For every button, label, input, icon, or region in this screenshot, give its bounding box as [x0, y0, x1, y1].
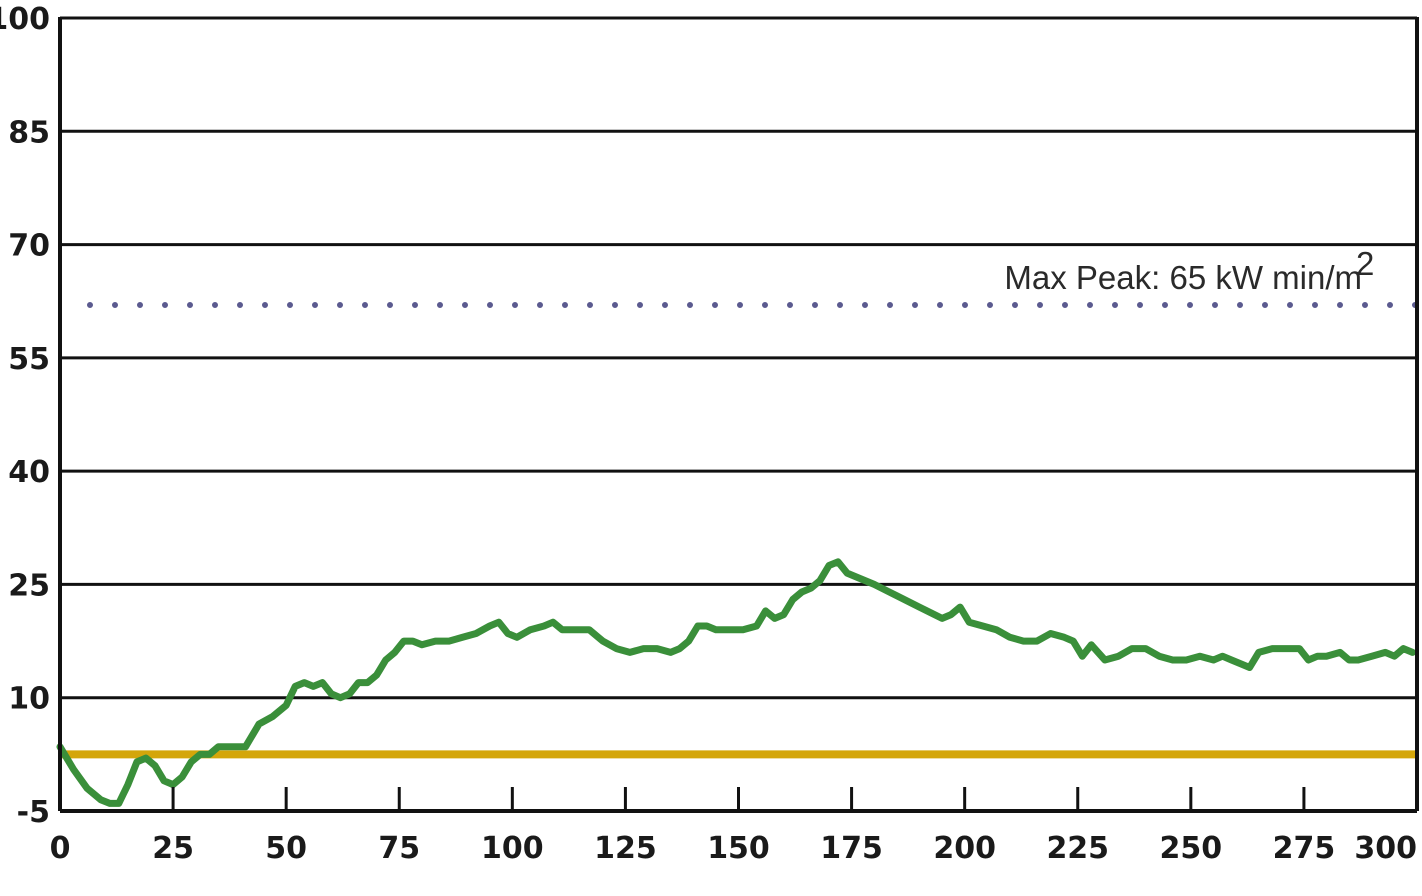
x-tick-label: 100 [481, 831, 544, 866]
y-tick-label: 25 [8, 568, 50, 603]
x-tick-label: 50 [265, 831, 307, 866]
x-tick-label: 125 [594, 831, 657, 866]
series-line [56, 558, 1416, 807]
reference-lines [60, 301, 1420, 759]
x-tick-label: 175 [820, 831, 883, 866]
series-layer [56, 558, 1416, 807]
y-tick-label: 100 [0, 2, 50, 37]
x-tick-label: 150 [707, 831, 770, 866]
x-tick-label: 75 [378, 831, 420, 866]
max-peak-label-superscript: 2 [1356, 245, 1374, 282]
x-tick-label: 250 [1160, 831, 1223, 866]
y-tick-label: 70 [8, 229, 50, 264]
axes [58, 17, 1419, 813]
y-tick-label: 40 [8, 455, 50, 490]
y-tick-label: 55 [8, 342, 50, 377]
x-tick-label: 200 [933, 831, 996, 866]
x-tick-label: 300 [1354, 831, 1417, 866]
y-tick-label: -5 [17, 795, 50, 830]
max-peak-label: Max Peak: 65 kW min/m [1004, 259, 1362, 296]
tick-labels: -5 10 25 40 55 70 85 100 0 25 50 75 100 125 150 175 200 2… [0, 2, 1417, 866]
x-tick-label: 275 [1273, 831, 1336, 866]
y-tick-label: 10 [8, 682, 50, 717]
annotations: Max Peak: 65 kW min/m2 [1004, 245, 1374, 296]
y-tick-label: 85 [8, 115, 50, 150]
x-tick-label: 0 [50, 831, 71, 866]
x-tick-label: 225 [1046, 831, 1109, 866]
x-tick-label: 25 [152, 831, 194, 866]
grid-lines [60, 16, 1417, 700]
